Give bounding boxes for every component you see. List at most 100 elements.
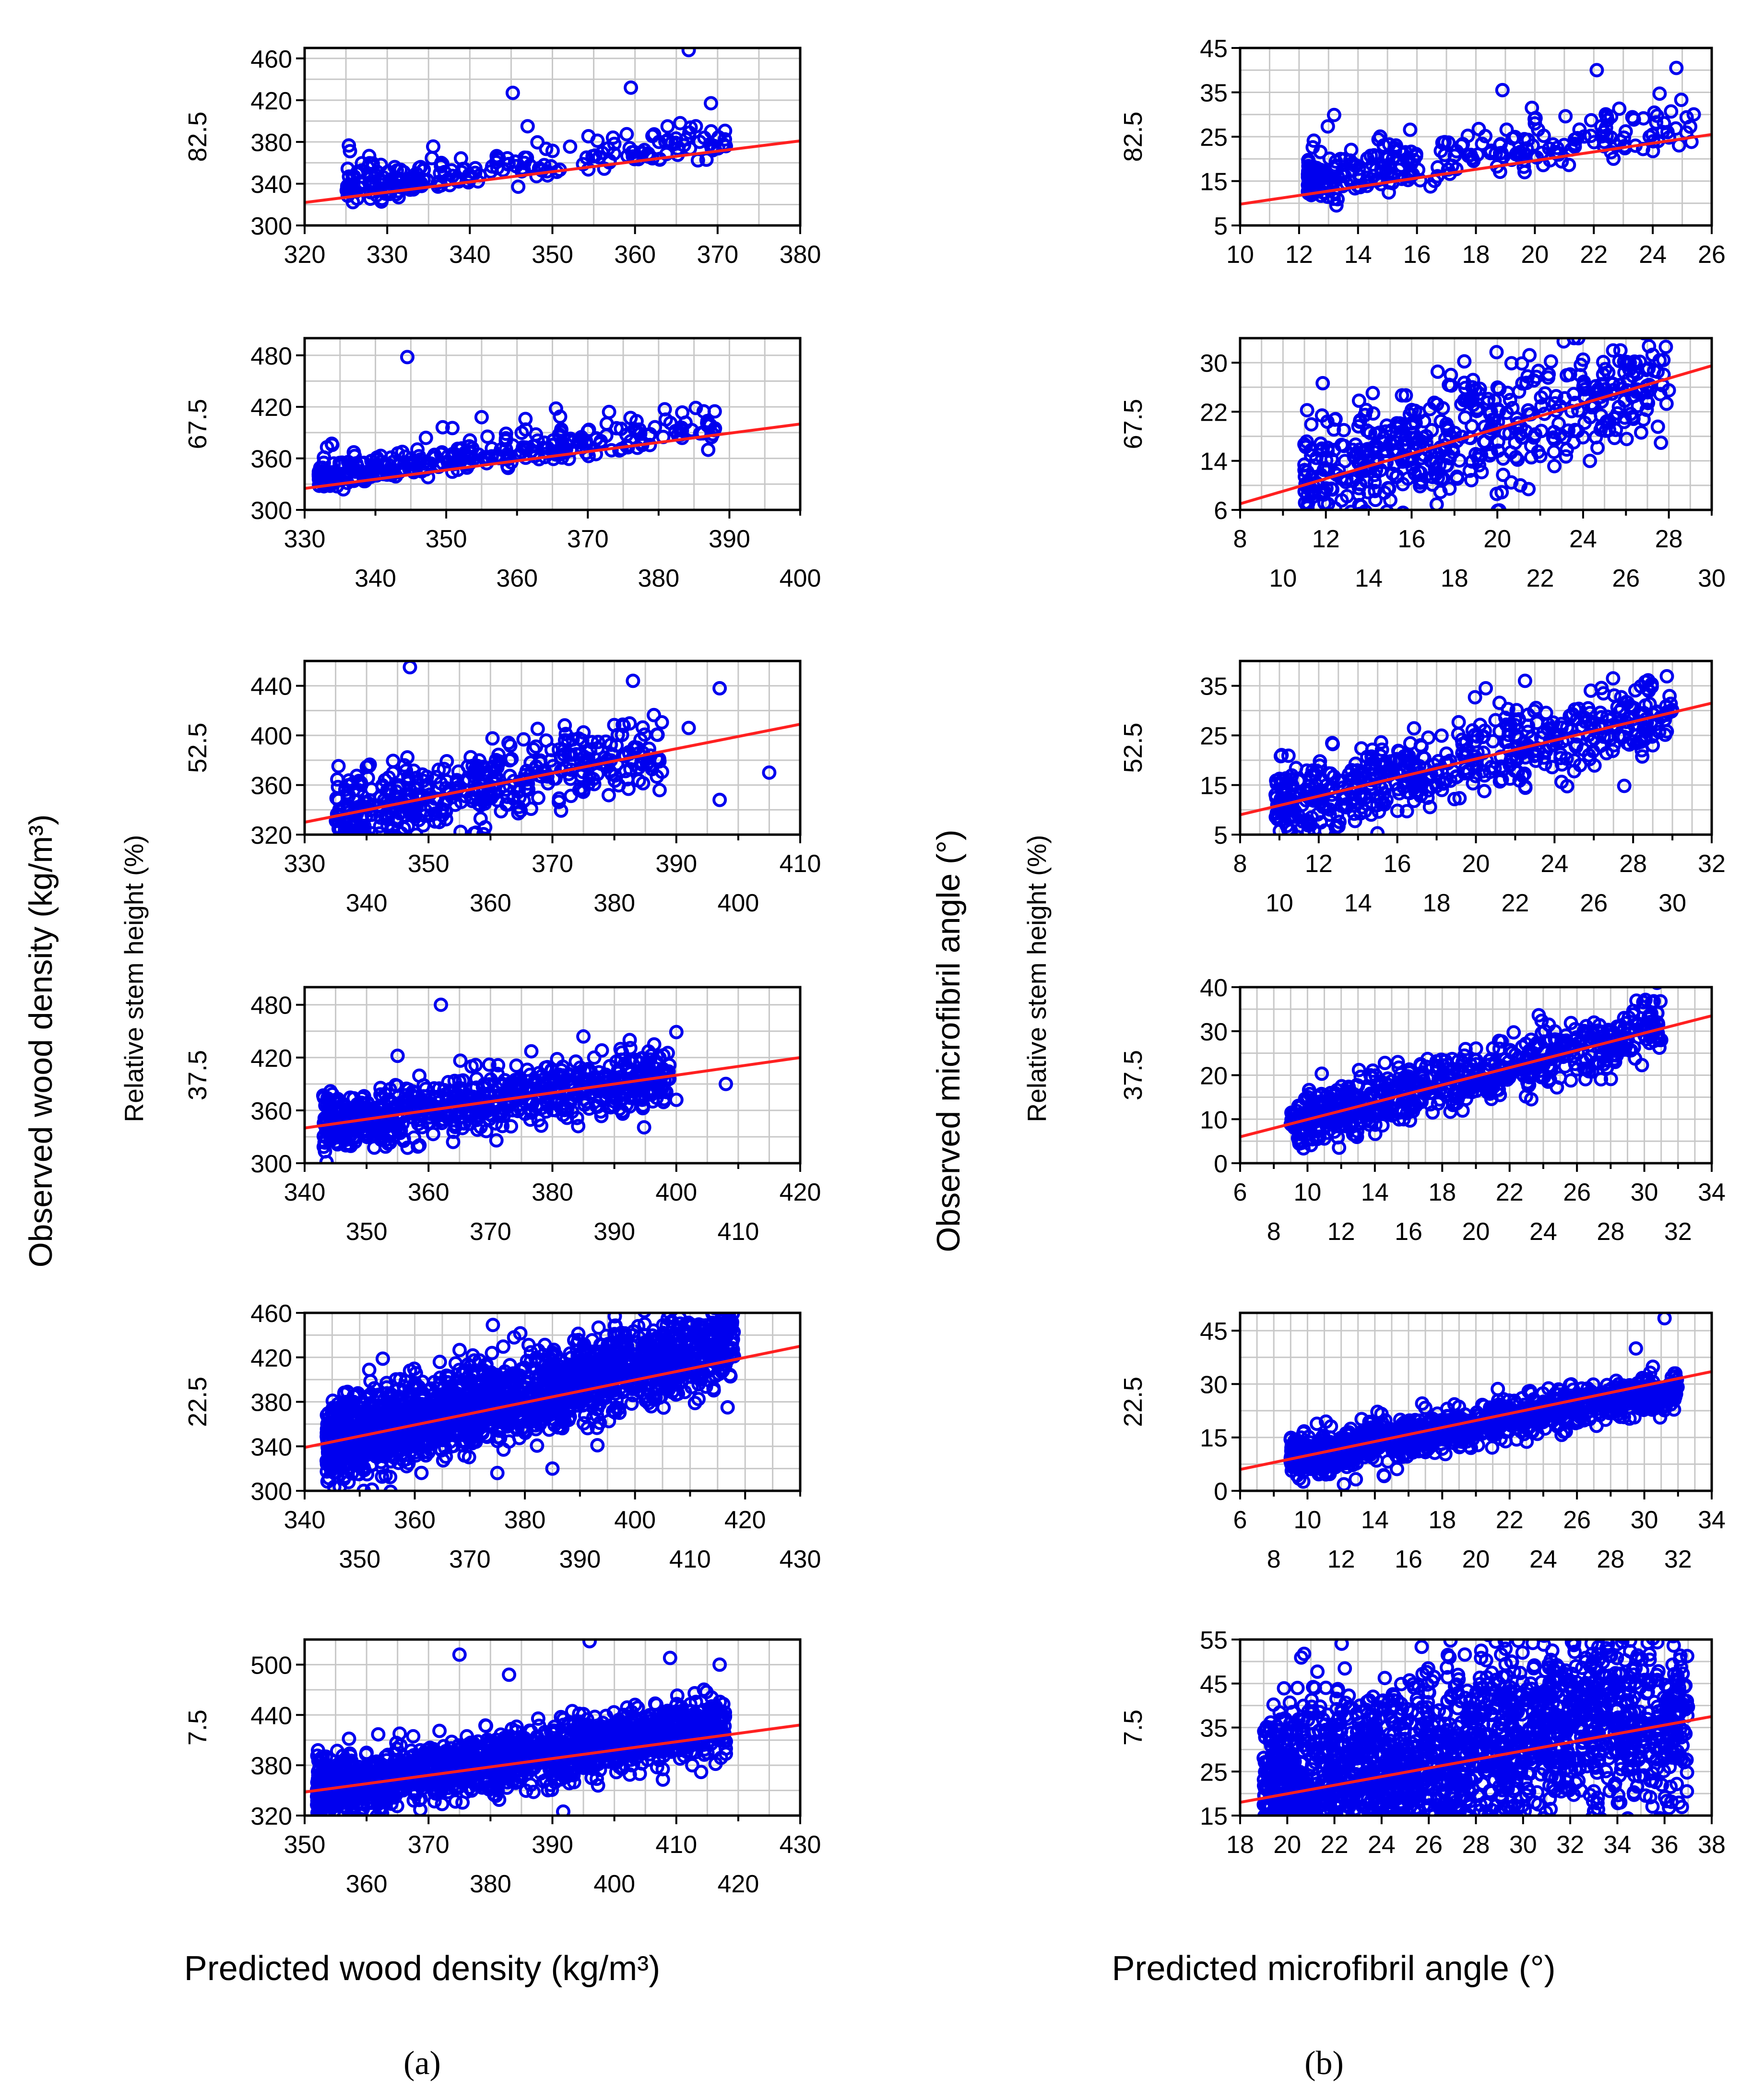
regression-line <box>1240 364 1712 506</box>
data-point <box>401 819 415 834</box>
y-tick-label: 360 <box>250 772 292 800</box>
data-point <box>1661 383 1676 398</box>
data-point <box>1634 425 1648 440</box>
x-tick-label: 350 <box>532 241 573 269</box>
x-tick-label: 28 <box>1655 525 1683 553</box>
data-point <box>1560 368 1574 383</box>
data-point <box>1490 380 1505 395</box>
data-point <box>1327 501 1342 510</box>
data-point <box>1629 1017 1644 1032</box>
data-point <box>1654 436 1669 450</box>
data-point <box>1368 484 1383 498</box>
data-point <box>615 1045 629 1060</box>
data-point <box>1658 340 1673 354</box>
data-point <box>1526 1046 1541 1061</box>
data-point <box>1645 127 1660 142</box>
data-point <box>1441 135 1456 150</box>
x-tick-label: 18 <box>1441 565 1468 592</box>
data-point <box>618 764 633 779</box>
data-point <box>429 770 444 784</box>
data-point <box>1369 162 1384 177</box>
data-point <box>1274 748 1289 763</box>
data-point <box>1579 1062 1594 1077</box>
y-tick-label: 300 <box>250 1150 292 1178</box>
data-point <box>1352 414 1367 429</box>
data-point <box>511 806 526 821</box>
data-point <box>432 814 447 829</box>
data-point <box>1596 686 1611 701</box>
data-point <box>1639 363 1654 378</box>
data-point <box>1457 376 1472 390</box>
data-point <box>1483 405 1498 419</box>
data-point <box>1474 465 1489 480</box>
data-point <box>1434 513 1445 524</box>
data-point <box>663 415 678 430</box>
data-point <box>1514 1066 1529 1081</box>
y-tick-label: 360 <box>250 446 292 473</box>
data-point <box>1363 1086 1378 1101</box>
x-tick-label: 410 <box>780 850 821 878</box>
x-tick-label: 400 <box>717 889 759 917</box>
data-point <box>465 441 480 456</box>
x-tick-label: 370 <box>470 1218 511 1246</box>
data-point <box>332 838 344 849</box>
data-point <box>1351 771 1366 786</box>
y-title-b: Observed microfibril angle (°) <box>930 829 967 1252</box>
data-point <box>1431 1096 1445 1111</box>
x-tick-label: 380 <box>593 889 635 917</box>
data-point <box>1414 450 1429 465</box>
data-point <box>1569 1030 1584 1045</box>
data-point <box>485 1318 500 1333</box>
data-point <box>572 435 587 449</box>
data-point <box>482 1077 497 1092</box>
x-tick-label: 360 <box>496 565 538 592</box>
data-point <box>1405 431 1420 446</box>
data-point <box>531 790 545 805</box>
data-point <box>435 420 450 435</box>
data-point <box>633 1055 648 1070</box>
data-point <box>1524 450 1539 465</box>
data-point <box>1366 406 1381 421</box>
data-point <box>661 132 675 147</box>
data-point <box>1638 720 1653 735</box>
data-point <box>1518 1089 1533 1104</box>
stem-height-label: 82.5 <box>183 111 212 162</box>
data-point <box>1551 147 1566 162</box>
data-point <box>1413 173 1428 188</box>
data-point <box>1313 436 1328 451</box>
data-point <box>1352 168 1367 183</box>
data-point <box>1599 746 1614 761</box>
data-point <box>1486 1080 1501 1095</box>
data-point <box>601 788 616 802</box>
x-tick-label: 370 <box>532 850 573 878</box>
data-point <box>334 834 340 835</box>
data-point <box>434 997 449 1012</box>
data-point <box>1613 343 1628 358</box>
x-tick-label: 8 <box>1233 850 1247 878</box>
data-point <box>1644 677 1659 692</box>
data-point <box>587 1050 602 1065</box>
data-point <box>539 142 554 156</box>
data-point <box>518 412 533 426</box>
data-point <box>1658 727 1672 742</box>
data-point <box>681 48 696 58</box>
x-tick-label: 380 <box>638 565 679 592</box>
data-point <box>491 1058 506 1073</box>
data-point <box>1523 1059 1538 1074</box>
data-point <box>453 1053 468 1068</box>
data-point <box>1598 382 1613 397</box>
data-point <box>452 1074 467 1089</box>
data-point <box>373 448 388 463</box>
data-point <box>1496 468 1511 482</box>
x-title-b: Predicted microfibril angle (°) <box>1112 1949 1555 1988</box>
data-point <box>526 439 541 454</box>
data-point <box>513 1101 528 1116</box>
data-point <box>1592 720 1607 734</box>
data-point <box>1603 1072 1618 1086</box>
data-point <box>1302 514 1314 526</box>
data-point <box>645 1067 659 1082</box>
data-point <box>375 1469 390 1484</box>
x-tick-label: 24 <box>1569 525 1597 553</box>
